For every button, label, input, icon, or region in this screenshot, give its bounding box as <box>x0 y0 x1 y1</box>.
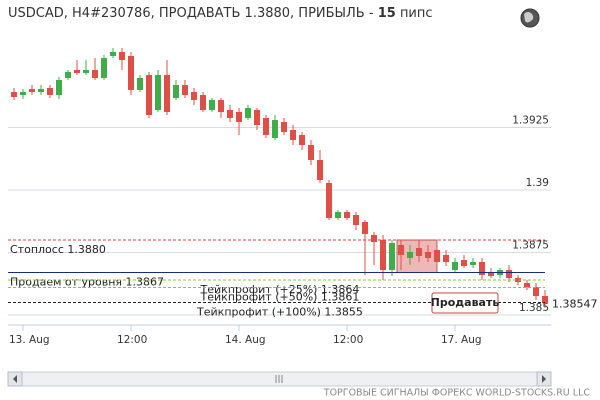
globe-icon[interactable] <box>520 8 540 28</box>
candle-body <box>506 270 512 278</box>
candle-body <box>218 100 224 112</box>
candle-body <box>236 112 242 122</box>
candle-body <box>335 212 341 218</box>
candle-body <box>56 80 62 95</box>
candle-body <box>362 222 368 234</box>
candle-body <box>155 75 161 110</box>
candle-body <box>38 89 44 92</box>
current-price: 1.38547 <box>552 297 598 310</box>
candle-body <box>11 92 17 97</box>
x-tick-label: 12:00 <box>333 334 363 346</box>
candle-body <box>128 56 134 90</box>
candle-body <box>425 252 431 258</box>
candle-body <box>479 262 485 275</box>
profit-value: 15 <box>378 6 396 21</box>
scrollbar[interactable] <box>7 371 552 387</box>
candle-body <box>344 212 350 218</box>
arrow-right <box>542 375 546 383</box>
y-tick-label: 1.3925 <box>512 115 549 127</box>
y-tick-label: 1.3875 <box>512 240 549 252</box>
x-tick-label: 13. Aug <box>9 334 50 346</box>
profit-unit: пипс <box>400 6 433 21</box>
candle-body <box>353 215 359 225</box>
candle-body <box>461 260 467 266</box>
sell-button[interactable]: Продавать <box>431 292 500 314</box>
level-label: Тейкпрофит (+25%) 1.3864 <box>200 283 360 296</box>
candle-body <box>74 70 80 73</box>
candle-body <box>326 183 332 218</box>
candle-body <box>119 52 125 60</box>
candle-body <box>542 296 548 304</box>
candle-body <box>182 85 188 95</box>
button-box[interactable] <box>431 292 499 314</box>
candle-body <box>398 245 404 255</box>
candle-body <box>29 89 35 92</box>
candle-body <box>245 108 251 118</box>
level-label: Тейкпрофит (+50%) 1.3861 <box>200 291 360 304</box>
candle-body <box>92 70 98 78</box>
candle-body <box>299 135 305 145</box>
chart-title: USDCAD, H4#230786, ПРОДАВАТЬ 1.3880, ПРИ… <box>8 6 433 21</box>
candle-body <box>191 92 197 100</box>
candle-body <box>380 240 386 270</box>
candle-body <box>101 58 107 78</box>
candle-body <box>488 272 494 276</box>
level-label: Тейкпрофит (+100%) 1.3855 <box>196 306 363 319</box>
candle-body <box>263 118 269 135</box>
candle-body <box>434 250 440 262</box>
candle-body <box>290 130 296 140</box>
candle-body <box>452 262 458 270</box>
candle-body <box>209 100 215 110</box>
scroll-grip <box>275 375 283 383</box>
candle-body <box>164 75 170 112</box>
credits: ТОРГОВЫЕ СИГНАЛЫ ФОРЕКС WORLD-STOCKS.RU … <box>323 388 591 399</box>
candle-body <box>254 110 260 125</box>
candle-body <box>65 72 71 78</box>
level-label: Продаем от уровня 1.3867 <box>10 276 164 289</box>
x-tick-label: 12:00 <box>117 334 147 346</box>
candle-body <box>200 95 206 110</box>
candle-body <box>371 235 377 242</box>
candle-body <box>533 287 539 296</box>
candle-body <box>20 92 26 95</box>
arrow-left <box>13 375 17 383</box>
candle-body <box>308 145 314 160</box>
candle-body <box>137 78 143 90</box>
y-tick-label: 1.385 <box>519 302 549 314</box>
candle-body <box>110 52 116 56</box>
x-tick-label: 17. Aug <box>441 334 482 346</box>
candle-body <box>407 252 413 258</box>
candle-body <box>389 243 395 270</box>
candle-body <box>47 88 53 95</box>
candle-body <box>227 110 233 118</box>
candle-body <box>443 255 449 262</box>
level-label: Стоплосс 1.3880 <box>10 243 106 256</box>
candle-body <box>416 248 422 256</box>
candle-body <box>146 75 152 115</box>
title-text: USDCAD, H4#230786, ПРОДАВАТЬ 1.3880, ПРИ… <box>8 6 374 21</box>
globe-land[interactable] <box>524 12 534 23</box>
x-tick-label: 14. Aug <box>225 334 266 346</box>
candle-body <box>173 85 179 98</box>
candle-body <box>317 160 323 180</box>
button-label: Продавать <box>431 296 500 309</box>
candle-body <box>272 120 278 138</box>
candle-body <box>83 70 89 73</box>
candle-body <box>470 262 476 265</box>
candle-body <box>281 122 287 132</box>
candle-body <box>524 283 530 287</box>
y-tick-label: 1.39 <box>526 177 549 189</box>
